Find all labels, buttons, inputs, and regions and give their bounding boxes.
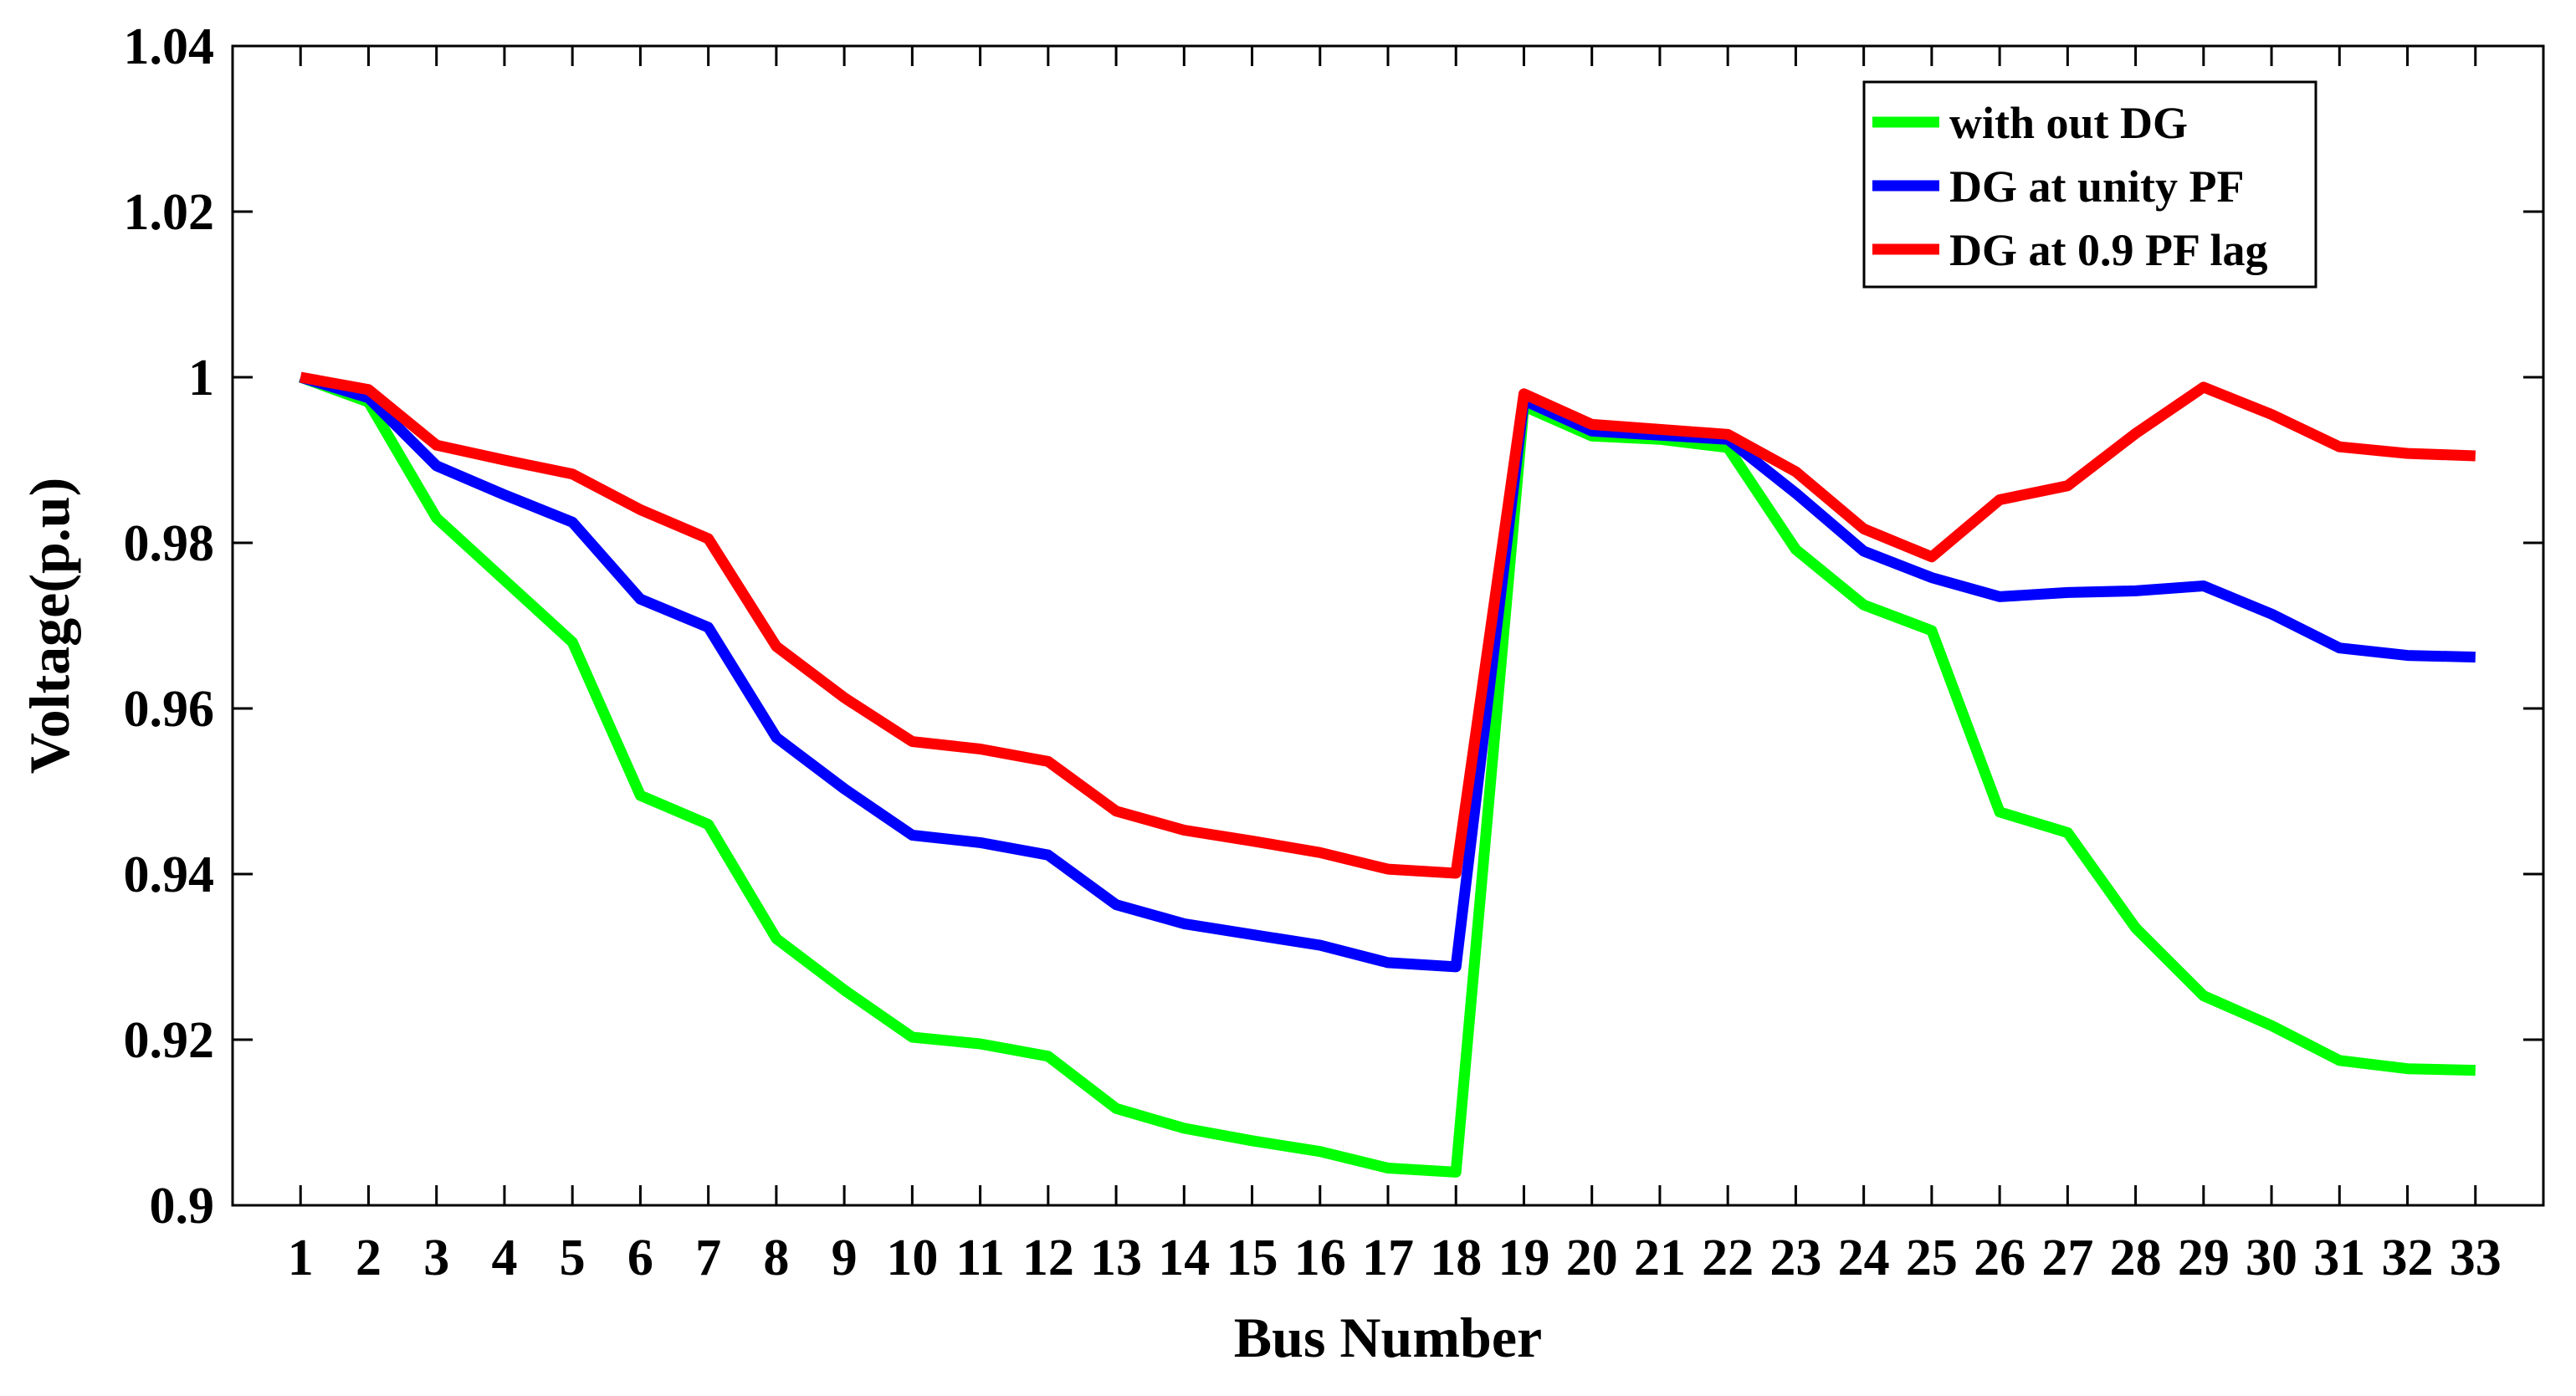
y-tick-label: 0.9 — [150, 1178, 215, 1235]
x-tick-label: 2 — [356, 1230, 382, 1286]
x-tick-label: 4 — [491, 1230, 517, 1286]
legend-label-2: DG at unity PF — [1949, 161, 2245, 212]
x-tick-label: 9 — [832, 1230, 858, 1286]
x-tick-label: 32 — [2382, 1230, 2434, 1286]
x-tick-label: 21 — [1634, 1230, 1686, 1286]
x-tick-label: 33 — [2450, 1230, 2502, 1286]
x-tick-label: 1 — [288, 1230, 314, 1286]
x-tick-label: 15 — [1227, 1230, 1278, 1286]
x-tick-label: 19 — [1498, 1230, 1549, 1286]
legend-label-1: with out DG — [1949, 98, 2188, 148]
x-tick-label: 31 — [2313, 1230, 2365, 1286]
x-tick-label: 24 — [1838, 1230, 1890, 1286]
y-tick-label: 1 — [188, 350, 214, 407]
x-tick-label: 8 — [763, 1230, 789, 1286]
x-tick-label: 3 — [423, 1230, 449, 1286]
x-tick-label: 10 — [886, 1230, 938, 1286]
y-axis: 0.9 0.92 0.94 0.96 0.98 1 1.02 1.04 — [124, 18, 2543, 1235]
y-tick-label: 1.02 — [124, 184, 215, 241]
x-tick-label: 12 — [1022, 1230, 1074, 1286]
x-tick-label: 5 — [560, 1230, 586, 1286]
x-tick-label: 29 — [2178, 1230, 2230, 1286]
x-tick-label: 25 — [1906, 1230, 1958, 1286]
series-line-1 — [298, 371, 2476, 1178]
series-line-2 — [299, 371, 2476, 973]
x-tick-label: 30 — [2246, 1230, 2297, 1286]
x-tick-label: 28 — [2110, 1230, 2162, 1286]
x-tick-label: 16 — [1294, 1230, 1346, 1286]
legend-label-3: DG at 0.9 PF lag — [1949, 225, 2267, 275]
x-tick-label: 26 — [1974, 1230, 2025, 1286]
x-tick-label: 14 — [1158, 1230, 1210, 1286]
x-tick-label: 11 — [955, 1230, 1005, 1286]
x-tick-label: 7 — [695, 1230, 721, 1286]
plot-lines — [298, 371, 2476, 1178]
y-tick-label: 1.04 — [124, 18, 215, 75]
x-tick-label: 6 — [627, 1230, 653, 1286]
y-tick-label: 0.98 — [124, 515, 215, 572]
x-tick-label: 18 — [1430, 1230, 1482, 1286]
x-tick-label: 13 — [1090, 1230, 1142, 1286]
x-tick-label: 22 — [1702, 1230, 1754, 1286]
x-tick-label: 27 — [2041, 1230, 2093, 1286]
y-tick-label: 0.94 — [124, 846, 215, 903]
x-tick-label: 20 — [1566, 1230, 1618, 1286]
y-axis-title: Voltage(p.u) — [18, 478, 81, 775]
x-tick-label: 17 — [1362, 1230, 1414, 1286]
y-tick-label: 0.96 — [124, 681, 215, 738]
x-tick-label: 23 — [1769, 1230, 1821, 1286]
series-line-3 — [300, 371, 2476, 879]
x-axis: 1 2 3 4 5 6 7 8 9 10 11 12 13 14 15 16 17 18 19 20 21 22 23 24 2… — [288, 46, 2502, 1286]
x-axis-title: Bus Number — [1234, 1306, 1542, 1369]
y-tick-label: 0.92 — [124, 1012, 215, 1069]
legend: with out DG DG at unity PF DG at 0.9 PF la… — [1862, 80, 2317, 289]
